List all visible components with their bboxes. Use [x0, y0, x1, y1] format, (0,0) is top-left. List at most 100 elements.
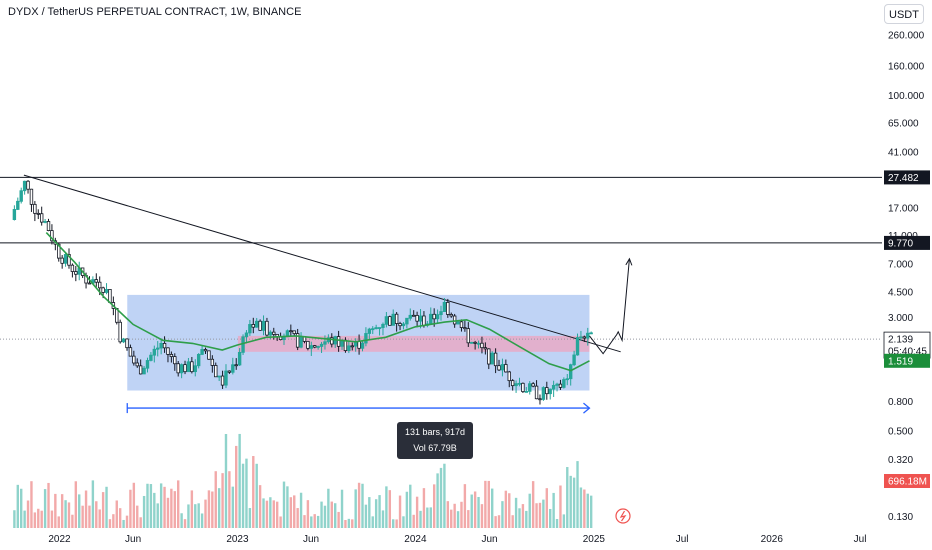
- volume-bar: [559, 485, 562, 528]
- candle-body: [558, 383, 563, 388]
- volume-bar: [60, 494, 64, 528]
- candle-body: [470, 341, 474, 344]
- flash-icon[interactable]: [615, 508, 631, 524]
- volume-bar: [392, 519, 395, 528]
- volume-bar: [57, 516, 60, 528]
- candle-body: [521, 382, 525, 393]
- candle-body: [60, 257, 64, 264]
- candle-body: [289, 330, 293, 333]
- volume-bar: [286, 486, 289, 528]
- volume-bar: [13, 510, 16, 528]
- volume-bar: [282, 481, 286, 528]
- volume-bar: [432, 484, 436, 528]
- volume-bar: [262, 498, 265, 528]
- volume-bar: [177, 480, 180, 528]
- volume-bar: [238, 433, 241, 528]
- x-tick-label: 2024: [404, 534, 427, 545]
- volume-tag-label: 696.18M: [888, 477, 927, 488]
- candle-body: [22, 180, 27, 192]
- price-tag-label: 27.482: [888, 173, 919, 184]
- candle-body: [347, 345, 351, 351]
- volume-bar: [142, 495, 146, 528]
- candle-body: [57, 243, 61, 259]
- y-tick-label: 7.000: [888, 260, 913, 271]
- volume-bar: [429, 507, 432, 528]
- volume-bar: [289, 497, 293, 528]
- volume-bar: [241, 463, 245, 528]
- volume-bar: [204, 499, 207, 528]
- volume-bar: [235, 445, 238, 528]
- flash-icon-bolt: [619, 510, 627, 522]
- volume-bar: [228, 471, 231, 528]
- volume-bar: [388, 490, 392, 528]
- candle-body: [442, 301, 447, 313]
- candle-body: [398, 323, 402, 327]
- candle-body: [473, 341, 477, 344]
- volume-bar: [436, 473, 439, 528]
- volume-bar: [525, 510, 528, 528]
- volume-bar: [586, 493, 589, 528]
- candle-body: [237, 351, 242, 366]
- volume-bar: [275, 501, 279, 528]
- volume-bar: [91, 480, 95, 528]
- volume-bar: [105, 486, 108, 528]
- candle-body: [497, 365, 501, 371]
- price-tag-label: 9.770: [888, 238, 913, 249]
- candle-body: [98, 281, 102, 289]
- volume-bar: [484, 480, 487, 528]
- candle-body: [408, 314, 412, 319]
- candle-body: [19, 190, 23, 202]
- volume-bar: [549, 508, 552, 528]
- y-tick-label: 3.000: [888, 313, 913, 324]
- volume-bar: [487, 480, 490, 528]
- volume-bar: [303, 515, 306, 528]
- volume-bar: [542, 499, 545, 528]
- candle-body: [43, 221, 47, 223]
- currency-button[interactable]: USDT: [884, 4, 924, 24]
- candle-body: [94, 279, 98, 283]
- candle-body: [173, 356, 177, 365]
- volume-bar: [456, 511, 460, 528]
- candle-body: [391, 313, 395, 326]
- candle-body: [272, 331, 276, 335]
- price-axis[interactable]: 260.000 160.000 100.000 65.000 41.000 17.000 1…: [882, 0, 932, 550]
- volume-bar: [316, 515, 320, 528]
- volume-bar: [255, 463, 258, 528]
- volume-bar: [95, 501, 98, 528]
- volume-bar: [33, 512, 37, 528]
- volume-bar: [200, 513, 204, 528]
- candle-body: [388, 316, 392, 326]
- candle-body: [374, 327, 378, 330]
- volume-bar: [78, 494, 81, 528]
- candle-body: [217, 375, 221, 378]
- time-axis[interactable]: 2022 Jun 2023 Jun 2024 Jun 2025 Jul 2026 Jul: [0, 530, 882, 550]
- zone-rect: [237, 335, 590, 352]
- volume-bar: [494, 516, 497, 528]
- volume-bar: [173, 491, 176, 528]
- price-tag-bg: [884, 353, 930, 368]
- y-tick-label: 65.000: [888, 118, 919, 129]
- candle-body: [214, 365, 218, 378]
- candle-body: [487, 348, 491, 365]
- candle-body: [432, 313, 436, 320]
- volume-bar: [224, 434, 228, 528]
- candle-body: [534, 385, 539, 400]
- volume-bar: [20, 488, 23, 528]
- volume-bar: [357, 482, 361, 528]
- candle-body: [429, 313, 433, 325]
- volume-bar: [149, 484, 153, 528]
- volume-bar: [385, 486, 388, 528]
- candle-body: [401, 323, 406, 327]
- volume-bar: [136, 505, 139, 528]
- candle-body: [138, 365, 143, 375]
- volume-bar: [552, 492, 555, 528]
- candle-body: [579, 336, 583, 339]
- candle-body: [319, 343, 324, 347]
- volume-bar: [426, 507, 429, 528]
- candle-body: [572, 354, 576, 366]
- candle-body: [265, 320, 269, 336]
- volume-bar: [231, 486, 235, 528]
- candle-body: [16, 200, 20, 210]
